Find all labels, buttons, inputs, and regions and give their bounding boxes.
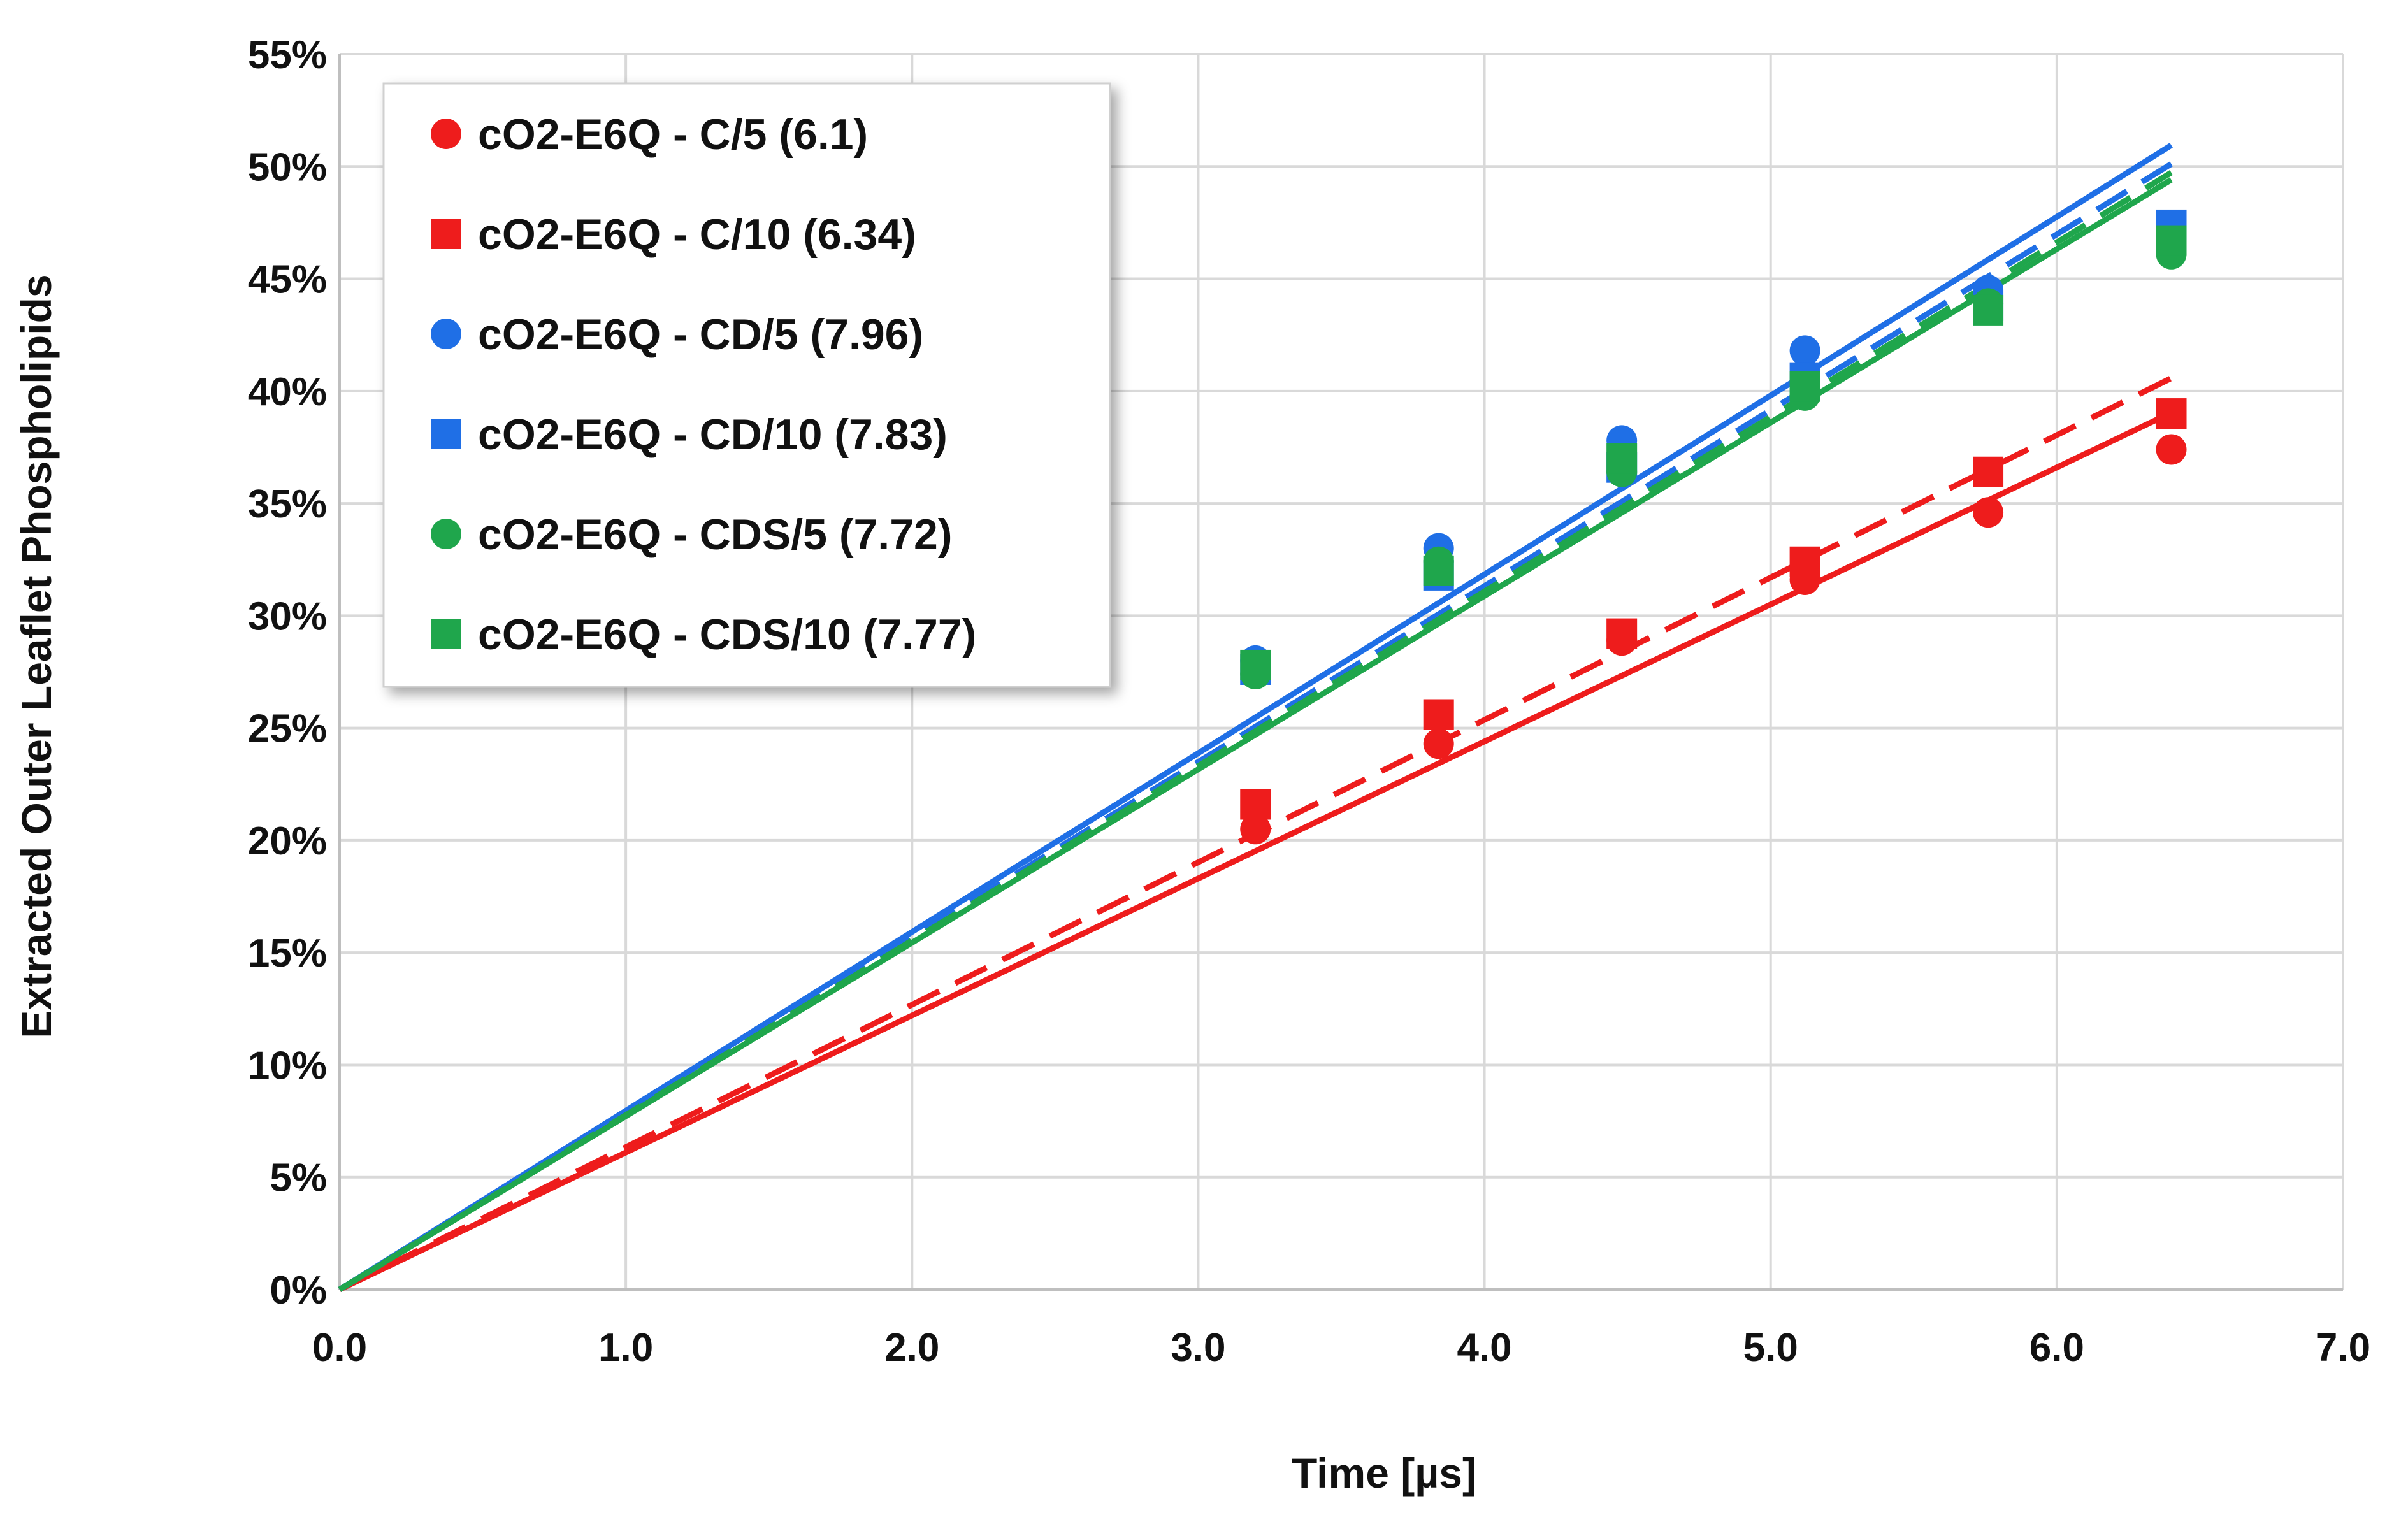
fit-line: [338, 143, 2173, 1292]
legend-box: [382, 82, 1111, 688]
legend-marker: [431, 219, 461, 249]
y-tick-label: 35%: [248, 482, 327, 526]
data-point: [1240, 649, 1271, 680]
data-point: [1789, 335, 1820, 366]
data-point: [2156, 434, 2187, 465]
data-point: [1789, 371, 1820, 402]
y-tick-label: 25%: [248, 707, 327, 751]
tick-labels: 0% 5% 10% 15% 20% 25% 30% 35% 40% 45% 50% 55% 0.0 1.0…: [248, 33, 2370, 1370]
y-tick-label: 40%: [248, 370, 327, 414]
data-point: [1789, 546, 1820, 577]
x-tick-label: 6.0: [2029, 1326, 2084, 1370]
legend-marker: [431, 619, 461, 649]
x-tick-label: 0.0: [312, 1326, 367, 1370]
legend-entry: cO2-E6Q - C/5 (6.1): [478, 110, 868, 159]
legend: cO2-E6Q - C/5 (6.1) cO2-E6Q - C/10 (6.34)…: [382, 82, 1111, 688]
legend-entry: cO2-E6Q - C/10 (6.34): [478, 210, 916, 259]
data-point: [1423, 699, 1454, 730]
fit-line: [338, 177, 2173, 1292]
data-point: [2156, 225, 2187, 256]
y-tick-label: 0%: [270, 1269, 327, 1312]
y-tick-label: 30%: [248, 594, 327, 638]
x-axis-title: Time [µs]: [1292, 1449, 1476, 1497]
legend-marker: [431, 519, 461, 549]
x-tick-label: 4.0: [1457, 1326, 1511, 1370]
fit-line: [338, 410, 2173, 1293]
data-point: [1606, 443, 1638, 474]
x-tick-label: 2.0: [884, 1326, 939, 1370]
legend-entry: cO2-E6Q - CDS/5 (7.72): [478, 510, 952, 559]
legend-marker: [431, 319, 461, 349]
data-point: [1240, 789, 1271, 820]
y-tick-label: 55%: [248, 33, 327, 77]
y-tick-label: 45%: [248, 258, 327, 302]
y-tick-label: 10%: [248, 1044, 327, 1088]
data-point: [1973, 456, 2004, 487]
data-point: [1606, 618, 1638, 649]
legend-entry: cO2-E6Q - CDS/10 (7.77): [478, 610, 976, 659]
x-tick-label: 7.0: [2316, 1326, 2370, 1370]
x-tick-label: 1.0: [598, 1326, 653, 1370]
data-point: [1973, 294, 2004, 326]
legend-marker: [431, 119, 461, 149]
y-tick-label: 5%: [270, 1156, 327, 1200]
data-point: [1240, 814, 1271, 845]
axes: [338, 54, 2343, 1291]
x-tick-label: 5.0: [1743, 1326, 1798, 1370]
data-point: [1973, 497, 2004, 528]
y-tick-label: 20%: [248, 819, 327, 863]
data-point: [1423, 728, 1454, 759]
fit-line: [338, 161, 2173, 1292]
y-axis-title: Extracted Outer Leaflet Phospholipids: [13, 274, 60, 1038]
legend-marker: [431, 419, 461, 449]
data-points: [1240, 209, 2187, 845]
y-tick-label: 15%: [248, 931, 327, 975]
x-tick-label: 3.0: [1171, 1326, 1225, 1370]
legend-entry: cO2-E6Q - CD/5 (7.96): [478, 310, 923, 359]
y-tick-label: 50%: [248, 145, 327, 189]
data-point: [1423, 555, 1454, 586]
legend-entry: cO2-E6Q - CD/10 (7.83): [478, 410, 948, 459]
data-point: [2156, 398, 2187, 429]
fit-line: [338, 170, 2173, 1292]
